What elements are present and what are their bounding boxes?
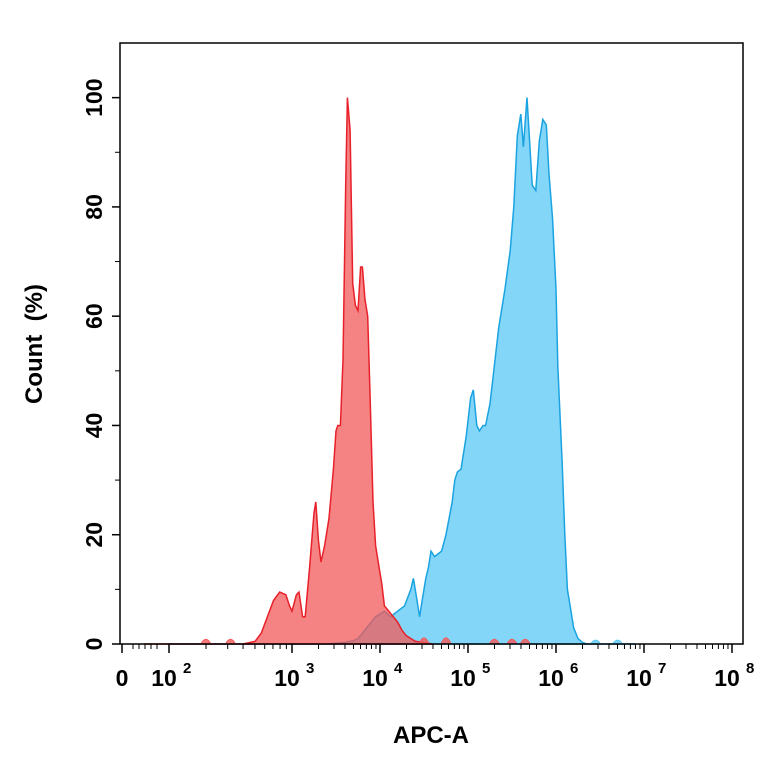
x-tick-exponent-2: 3 [306, 660, 314, 677]
y-tick-label-1: 20 [81, 522, 107, 548]
y-axis: 0 20 40 60 80 100 [81, 78, 120, 650]
y-tick-label-0: 0 [81, 638, 107, 651]
x-tick-label-7: 10 [714, 665, 740, 691]
series-1-area [144, 97, 433, 645]
x-tick-exponent-7: 8 [746, 660, 754, 677]
histogram-series-layer [144, 97, 636, 645]
x-tick-label-3: 10 [362, 665, 388, 691]
x-axis: 0 10 2 10 3 10 4 10 5 10 6 10 7 10 8 [116, 644, 754, 691]
y-axis-title: Count (%) [21, 284, 48, 404]
x-tick-exponent-3: 4 [394, 660, 403, 677]
y-tick-label-3: 60 [81, 303, 107, 329]
x-tick-label-6: 10 [626, 665, 652, 691]
y-tick-label-2: 40 [81, 413, 107, 439]
x-tick-exponent-6: 7 [658, 660, 666, 677]
x-tick-label-1: 10 [151, 665, 177, 691]
plot-frame [119, 42, 744, 645]
series-0-area [169, 97, 636, 645]
x-tick-label-0: 0 [116, 665, 129, 691]
x-axis-title: APC-A [393, 722, 469, 749]
x-tick-exponent-4: 5 [482, 660, 490, 677]
y-tick-label-5: 100 [81, 78, 107, 116]
x-tick-exponent-5: 6 [570, 660, 578, 677]
x-tick-exponent-1: 2 [183, 660, 191, 677]
x-tick-label-2: 10 [274, 665, 300, 691]
x-tick-label-4: 10 [450, 665, 476, 691]
x-tick-label-5: 10 [538, 665, 564, 691]
y-tick-label-4: 80 [81, 194, 107, 220]
